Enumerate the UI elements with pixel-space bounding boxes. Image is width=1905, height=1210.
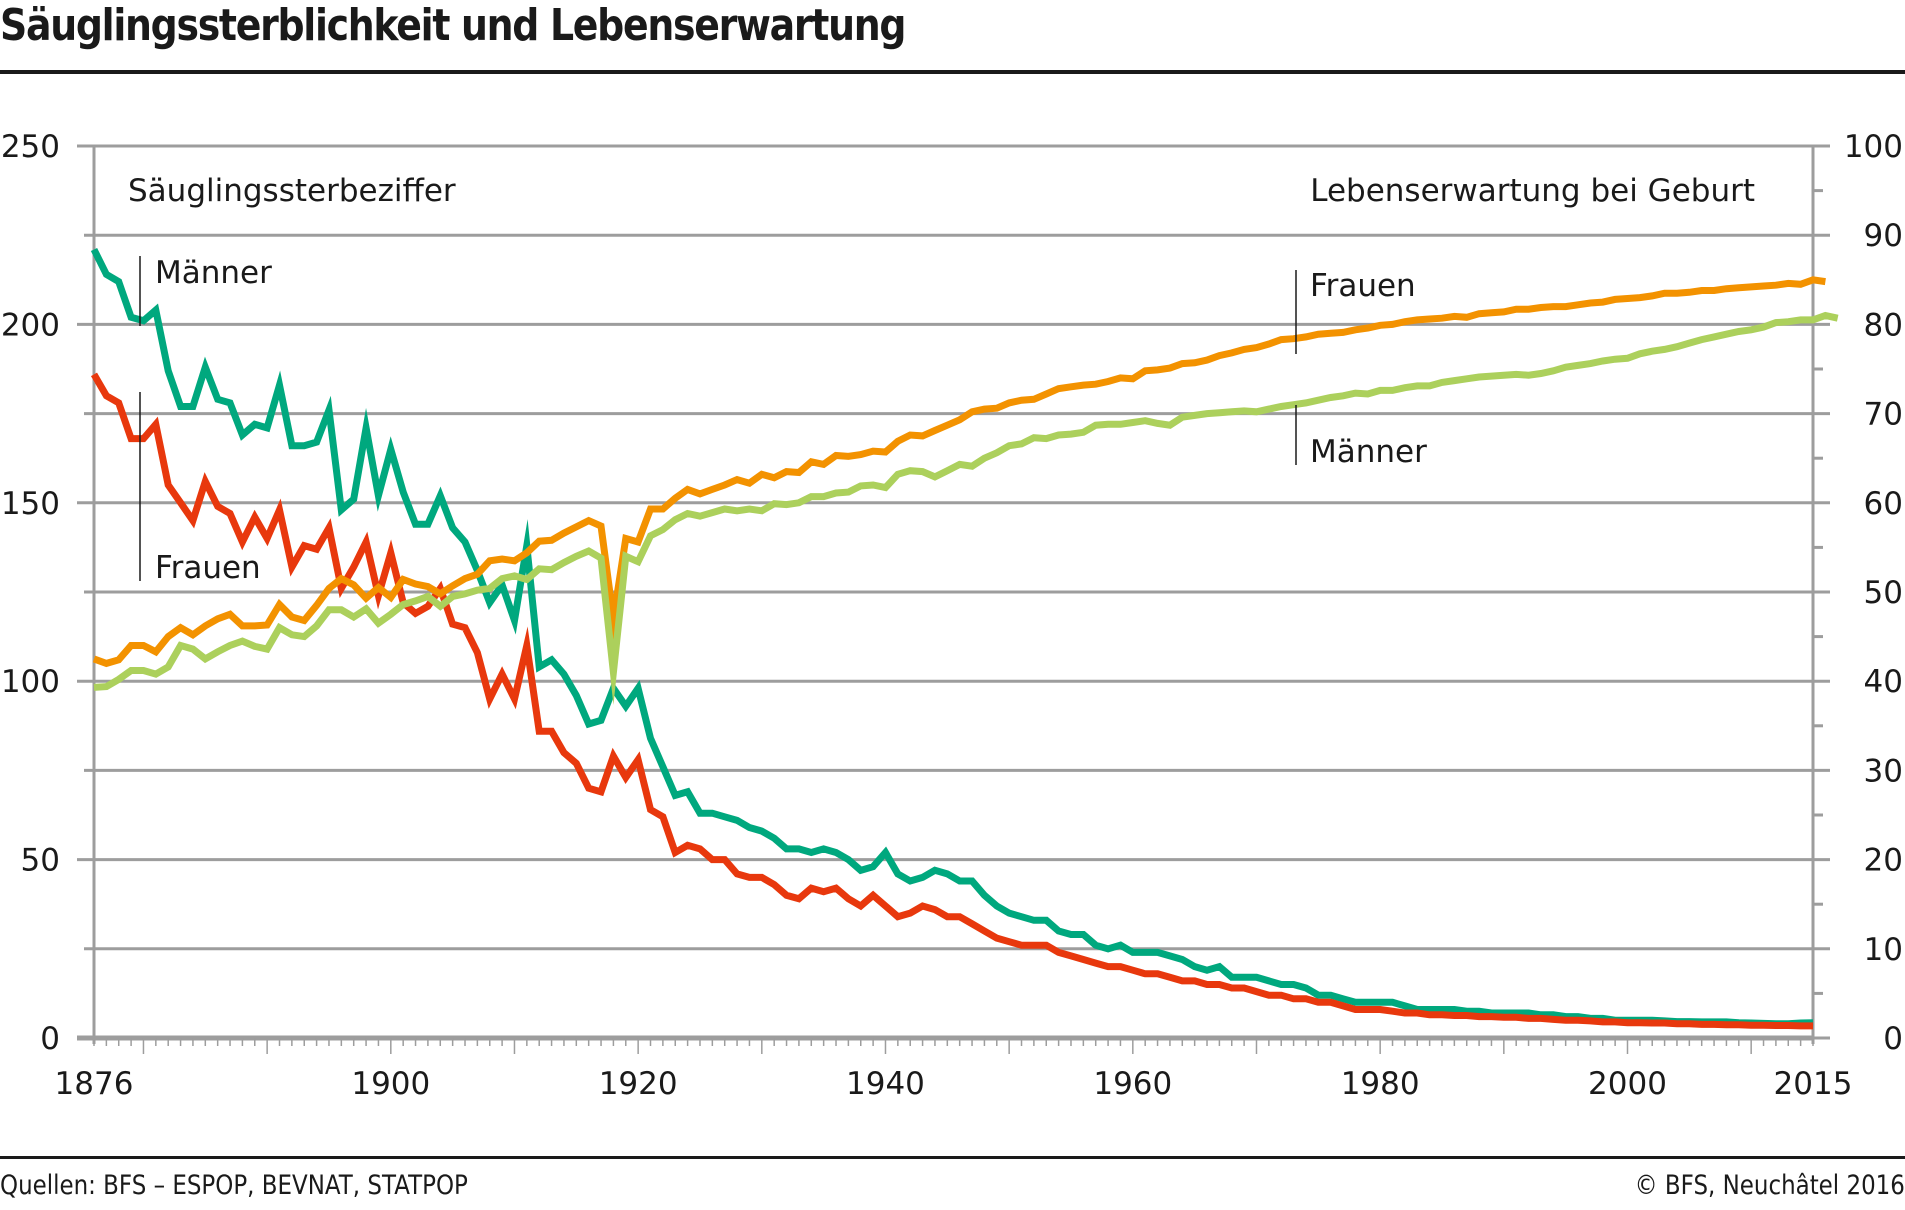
right-tick-label: 40 (1864, 664, 1903, 700)
x-tick-label: 2000 (1588, 1066, 1667, 1102)
annotation-life-women: Frauen (1310, 268, 1416, 304)
x-tick-label: 1876 (55, 1066, 134, 1102)
x-tick-label: 1900 (351, 1066, 430, 1102)
series-line-3 (93, 311, 1839, 705)
axes (92, 144, 1830, 1054)
left-tick-label: 0 (40, 1021, 60, 1057)
bottom-rule (0, 1156, 1905, 1159)
right-tick-label: 80 (1864, 307, 1903, 343)
right-tick-label: 30 (1864, 753, 1903, 789)
series-lines (90, 247, 1839, 1030)
right-axis-label: Lebenserwartung bei Geburt (1310, 173, 1755, 209)
series-line-2 (92, 276, 1826, 668)
top-rule (0, 70, 1905, 74)
x-tick-label: 2015 (1774, 1066, 1853, 1102)
right-tick-label: 0 (1883, 1021, 1903, 1057)
annotation-life-men: Männer (1310, 434, 1427, 470)
annotation-mortality-women: Frauen (155, 550, 261, 586)
series-line-0 (90, 247, 1814, 1028)
left-tick-label: 200 (1, 307, 60, 343)
x-tick-label: 1920 (599, 1066, 678, 1102)
right-tick-label: 70 (1864, 397, 1903, 433)
right-tick-label: 10 (1864, 932, 1903, 968)
x-tick-label: 1960 (1093, 1066, 1172, 1102)
copyright-note: © BFS, Neuchâtel 2016 (1634, 1170, 1905, 1201)
left-tick-label: 100 (1, 664, 60, 700)
annotation-mortality-men: Männer (155, 255, 272, 291)
left-tick-label: 250 (1, 129, 60, 165)
left-tick-label: 50 (21, 843, 60, 879)
series-line-1 (90, 372, 1813, 1030)
x-tick-label: 1980 (1341, 1066, 1420, 1102)
source-note: Quellen: BFS – ESPOP, BEVNAT, STATPOP (0, 1170, 468, 1201)
grid-lines (77, 144, 1813, 1041)
right-tick-label: 50 (1864, 575, 1903, 611)
left-tick-label: 150 (1, 486, 60, 522)
right-tick-label: 100 (1844, 129, 1903, 165)
right-tick-label: 20 (1864, 843, 1903, 879)
left-axis-label: Säuglingssterbeziffer (128, 173, 456, 209)
right-tick-label: 60 (1864, 486, 1903, 522)
right-tick-label: 90 (1864, 218, 1903, 254)
x-tick-label: 1940 (846, 1066, 925, 1102)
page-title: Säuglingssterblichkeit und Lebenserwartu… (0, 0, 906, 51)
tick-labels: 0 50 100 150 200 250 0 10 20 30 40 50 60 70 80 90 100 187… (1, 129, 1903, 1102)
